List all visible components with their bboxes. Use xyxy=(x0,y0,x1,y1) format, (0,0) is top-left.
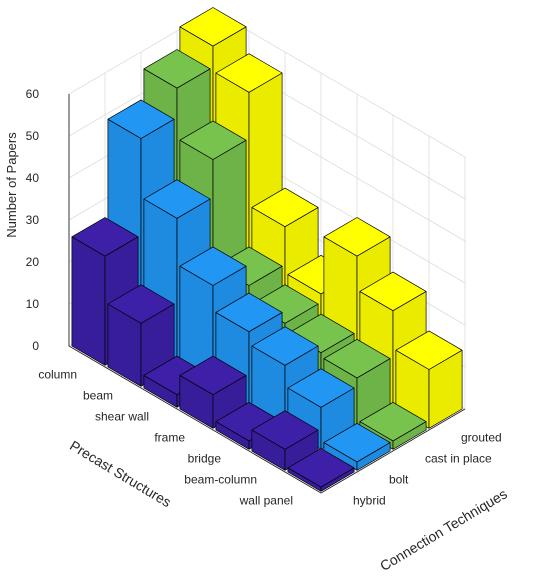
bar-face-top xyxy=(251,326,319,366)
bar-face-top xyxy=(323,338,391,379)
bar-face-top xyxy=(287,448,355,488)
bar-face-top xyxy=(215,53,283,93)
x-tick-label: beam-column xyxy=(184,473,257,487)
bar-face-top xyxy=(323,217,391,257)
bar-face-top xyxy=(395,330,463,370)
z-tick-label: 0 xyxy=(32,339,39,353)
labels-layer: 0 10 20 30 40 50 60 column beam shear wall framebr… xyxy=(26,87,502,508)
bar-face-front xyxy=(71,236,106,366)
bar-face-top xyxy=(143,49,211,89)
bar-face-top xyxy=(71,217,139,257)
y-tick-label: bolt xyxy=(389,473,409,487)
z-tick-label: 30 xyxy=(26,213,40,227)
bar-face-top xyxy=(359,401,427,442)
x-axis-label: Precast Structures xyxy=(67,437,174,510)
z-tick-label: 60 xyxy=(26,87,40,101)
bar-face-top xyxy=(179,7,247,47)
z-axis-label: Number of Papers xyxy=(4,132,19,238)
x-tick-label: shear wall xyxy=(95,410,149,424)
z-tick-label: 10 xyxy=(26,297,40,311)
bar xyxy=(107,284,175,387)
bar-face-top xyxy=(323,422,391,463)
bar-face-top xyxy=(179,355,247,396)
x-tick-label: bridge xyxy=(188,452,222,466)
bar xyxy=(359,401,427,450)
bar-face-top xyxy=(287,368,355,408)
y-tick-label: hybrid xyxy=(353,494,386,508)
bar-face-top xyxy=(251,410,319,450)
bar-face-top xyxy=(251,187,319,228)
y-tick-label: grouted xyxy=(461,431,502,445)
z-tick-label: 40 xyxy=(26,171,40,185)
y-tick-label: cast in place xyxy=(425,452,492,466)
bar xyxy=(323,422,391,471)
axis-edges xyxy=(68,94,466,494)
x-tick-label: beam xyxy=(83,389,113,403)
bar-face-top xyxy=(215,292,283,333)
bar-face-top xyxy=(179,246,247,286)
z-tick-label: 50 xyxy=(26,129,40,143)
bar-face-top xyxy=(107,284,175,324)
bar xyxy=(251,410,319,471)
x-tick-label: wall panel xyxy=(239,494,293,508)
bar-face-top xyxy=(179,120,247,160)
bar-face-top xyxy=(107,99,175,139)
bar xyxy=(287,448,355,492)
x-tick-label: column xyxy=(38,368,77,382)
bars-layer xyxy=(71,7,463,492)
y-axis-label: Connection Techniques xyxy=(377,485,510,574)
bar-face-top xyxy=(359,271,427,312)
bar-face-top xyxy=(143,179,211,219)
z-tick-label: 20 xyxy=(26,255,40,269)
x-tick-label: frame xyxy=(154,431,185,445)
